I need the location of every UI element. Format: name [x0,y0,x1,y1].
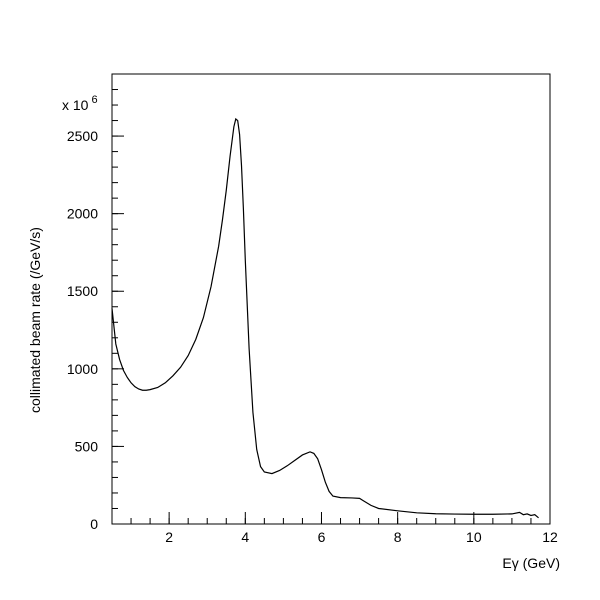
x-tick-label: 2 [165,529,173,545]
x-tick-label: 4 [241,529,249,545]
y-tick-label: 1500 [67,283,98,299]
plot-frame [111,73,551,525]
minor-ticks [112,89,532,524]
y-tick-label: 0 [90,516,98,532]
y-multiplier-label: x 10 6 [62,94,98,113]
x-tick-label: 10 [466,529,482,545]
x-tick-label: 8 [394,529,402,545]
x-tick-label: 12 [542,529,558,545]
y-tick-label: 1000 [67,361,98,377]
y-multiplier-exponent: 6 [91,94,97,106]
series-line [111,117,539,519]
y-multiplier-base: x 10 [62,97,89,113]
x-tick-label: 6 [318,529,326,545]
y-tick-label: 500 [75,438,99,454]
y-axis-label: collimated beam rate (/GeV/s) [27,227,43,413]
x-axis-label: Eγ (GeV) [502,555,560,571]
y-tick-label: 2500 [67,128,98,144]
y-axis: 0 500 1000 1500 2000 2500 [67,128,124,532]
x-axis: 2 4 6 8 10 12 [165,512,558,545]
y-tick-label: 2000 [67,206,98,222]
